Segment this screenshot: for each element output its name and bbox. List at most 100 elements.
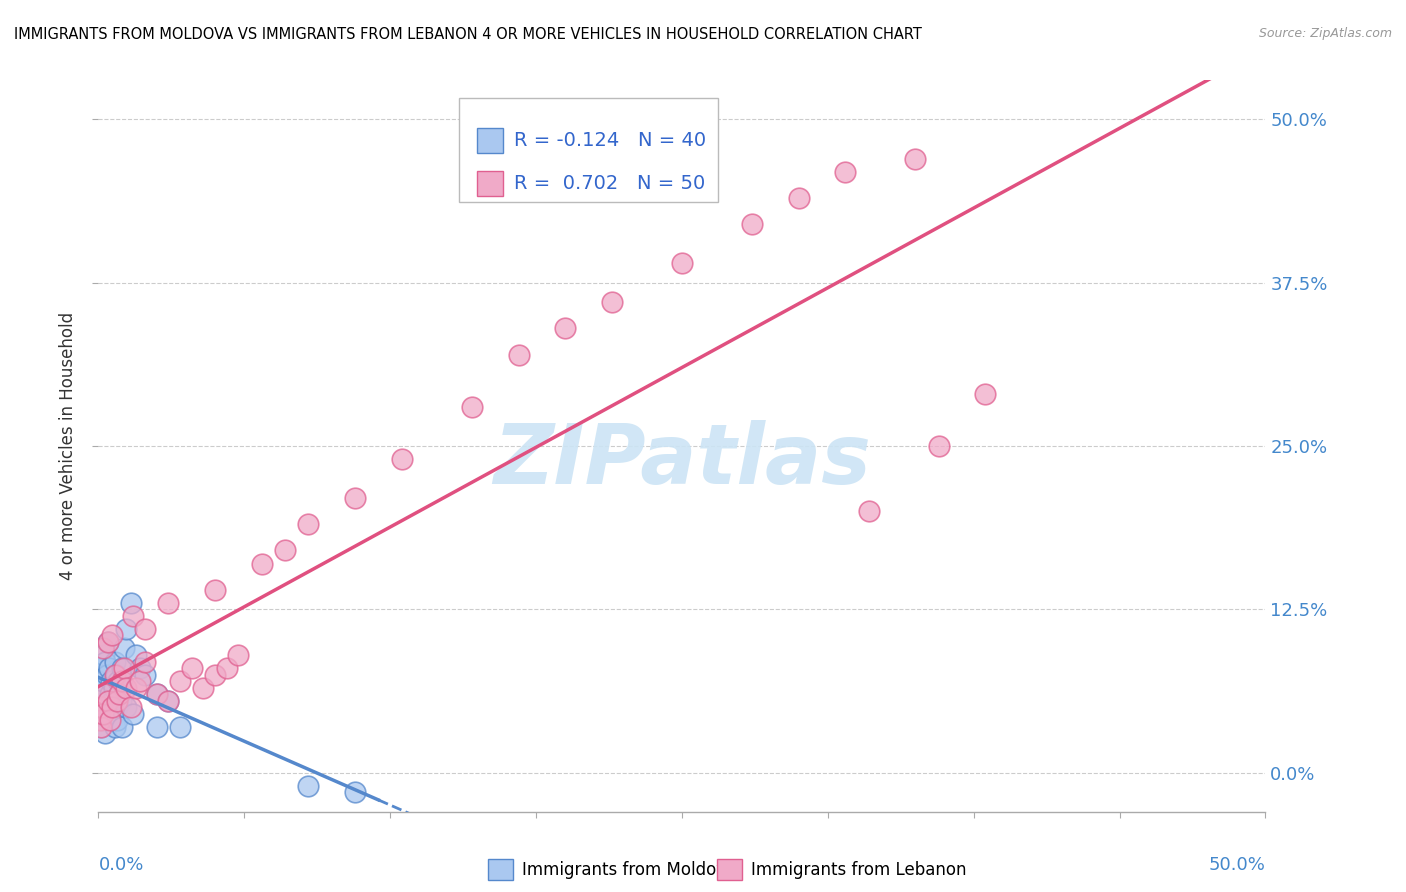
- Point: [93, 648, 115, 662]
- Text: 50.0%: 50.0%: [1209, 855, 1265, 873]
- Point: [274, 543, 297, 558]
- Point: [94, 687, 117, 701]
- Point: [104, 720, 127, 734]
- Point: [108, 687, 131, 701]
- Text: 0.0%: 0.0%: [98, 855, 143, 873]
- Point: [97, 661, 120, 675]
- Point: [134, 622, 156, 636]
- Point: [105, 700, 128, 714]
- Point: [125, 648, 148, 662]
- Point: [101, 694, 124, 708]
- Point: [204, 582, 226, 597]
- Point: [90, 681, 112, 695]
- Point: [90, 700, 112, 714]
- Point: [90, 661, 112, 675]
- Point: [104, 667, 127, 681]
- Point: [146, 687, 169, 701]
- Point: [98, 687, 121, 701]
- Point: [105, 694, 128, 708]
- Point: [90, 720, 112, 734]
- Point: [91, 706, 114, 721]
- Point: [112, 641, 135, 656]
- Point: [120, 596, 142, 610]
- Point: [671, 256, 693, 270]
- Point: [122, 706, 145, 721]
- Point: [90, 720, 112, 734]
- Point: [97, 635, 120, 649]
- Point: [146, 720, 169, 734]
- Point: [904, 152, 927, 166]
- Point: [157, 694, 180, 708]
- Point: [554, 321, 576, 335]
- Point: [103, 681, 125, 695]
- Point: [134, 667, 156, 681]
- Text: R =  0.702   N = 50: R = 0.702 N = 50: [513, 174, 704, 193]
- Point: [461, 400, 484, 414]
- Point: [157, 596, 180, 610]
- Point: [97, 694, 120, 708]
- Point: [193, 681, 215, 695]
- Point: [122, 608, 145, 623]
- Point: [391, 452, 413, 467]
- Point: [94, 655, 117, 669]
- Point: [974, 386, 997, 401]
- Point: [111, 674, 134, 689]
- Point: [105, 714, 128, 728]
- Text: IMMIGRANTS FROM MOLDOVA VS IMMIGRANTS FROM LEBANON 4 OR MORE VEHICLES IN HOUSEHO: IMMIGRANTS FROM MOLDOVA VS IMMIGRANTS FR…: [14, 27, 922, 42]
- Point: [111, 720, 134, 734]
- Point: [125, 681, 148, 695]
- Point: [215, 661, 238, 675]
- Point: [98, 714, 121, 728]
- Point: [228, 648, 250, 662]
- Point: [157, 694, 180, 708]
- Point: [91, 641, 114, 656]
- Point: [115, 681, 138, 695]
- Point: [928, 439, 950, 453]
- Point: [97, 635, 120, 649]
- Point: [180, 661, 202, 675]
- Point: [108, 687, 131, 701]
- Point: [169, 720, 191, 734]
- Point: [129, 661, 152, 675]
- Point: [100, 674, 122, 689]
- Text: Immigrants from Moldova: Immigrants from Moldova: [522, 861, 735, 879]
- Point: [120, 700, 142, 714]
- Text: Source: ZipAtlas.com: Source: ZipAtlas.com: [1258, 27, 1392, 40]
- Point: [91, 714, 114, 728]
- Point: [96, 667, 118, 681]
- Point: [250, 557, 273, 571]
- Text: Immigrants from Lebanon: Immigrants from Lebanon: [751, 861, 966, 879]
- Text: R = -0.124   N = 40: R = -0.124 N = 40: [513, 131, 706, 150]
- Point: [146, 687, 169, 701]
- Point: [741, 217, 763, 231]
- Point: [169, 674, 191, 689]
- Point: [104, 667, 127, 681]
- Y-axis label: 4 or more Vehicles in Household: 4 or more Vehicles in Household: [59, 312, 77, 580]
- Point: [297, 517, 319, 532]
- Point: [115, 700, 138, 714]
- Point: [98, 706, 121, 721]
- Point: [101, 628, 124, 642]
- Point: [107, 674, 129, 689]
- Point: [94, 726, 117, 740]
- Point: [204, 667, 226, 681]
- Point: [600, 295, 623, 310]
- Point: [508, 348, 530, 362]
- Point: [91, 674, 114, 689]
- Point: [344, 785, 367, 799]
- Point: [101, 700, 124, 714]
- Point: [834, 164, 856, 178]
- Point: [858, 504, 880, 518]
- Point: [129, 674, 152, 689]
- Point: [111, 661, 134, 675]
- Point: [134, 655, 156, 669]
- Point: [344, 491, 367, 506]
- Point: [115, 622, 138, 636]
- Point: [297, 779, 319, 793]
- Point: [104, 655, 127, 669]
- Point: [89, 714, 111, 728]
- Text: ZIPatlas: ZIPatlas: [494, 420, 870, 501]
- Point: [110, 694, 132, 708]
- Point: [112, 661, 135, 675]
- Point: [787, 191, 810, 205]
